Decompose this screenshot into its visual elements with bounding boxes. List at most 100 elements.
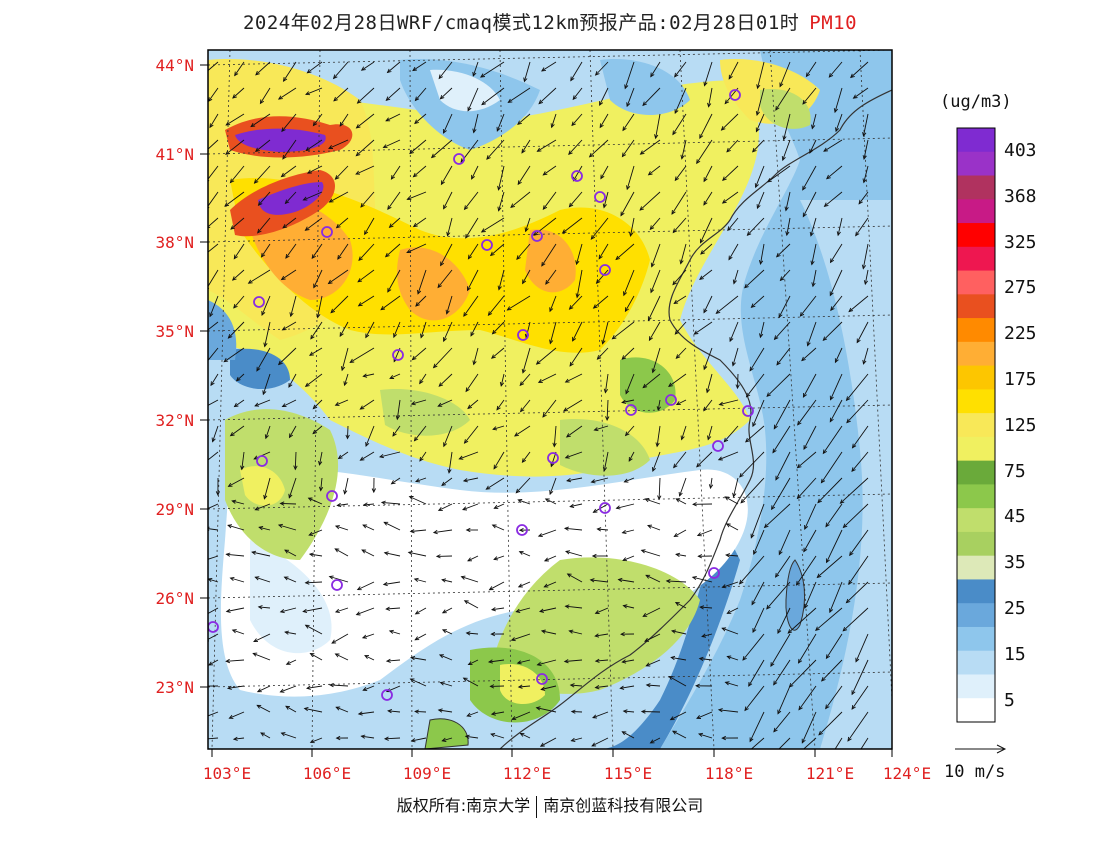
wind-arrow [461, 576, 479, 583]
green-northeast [760, 89, 811, 129]
wind-arrow [280, 502, 297, 505]
wind-arrow [853, 87, 869, 99]
wind-arrow [254, 399, 271, 407]
wind-arrow-head [569, 361, 574, 367]
wind-arrow-head [717, 456, 723, 461]
wind-arrow [464, 425, 479, 444]
wind-arrow [811, 243, 817, 265]
wind-arrow [649, 321, 661, 341]
wind-arrow-head [699, 275, 704, 281]
wind-arrow-head [758, 259, 764, 266]
wind-arrow-head [333, 96, 338, 102]
wind-arrow-head [208, 224, 211, 229]
wind-arrow [356, 607, 375, 616]
wind-arrow-head [539, 742, 545, 747]
wind-arrow-head [755, 111, 760, 117]
wind-arrow [640, 139, 661, 155]
wind-arrow [708, 87, 713, 107]
wind-arrow [549, 321, 557, 344]
wind-arrow-head [592, 508, 598, 513]
wind-arrow-head [799, 312, 805, 317]
wind-arrow [358, 711, 375, 715]
wind-arrow-head [570, 709, 576, 714]
wind-arrow-head [285, 254, 290, 259]
wind-arrow [278, 347, 297, 365]
wind-arrow-head [360, 202, 365, 208]
wind-arrow [727, 655, 739, 661]
colorbar-swatch [957, 223, 995, 248]
wind-arrow [749, 711, 765, 742]
wind-arrow [437, 269, 453, 288]
wind-arrow [337, 243, 349, 260]
wind-arrow [766, 373, 791, 397]
wind-arrow-head [362, 686, 368, 692]
wind-arrow [464, 191, 479, 210]
wind-arrow-head [848, 580, 853, 585]
lon-label: 118°E [704, 764, 754, 783]
colorbar-label: 45 [1004, 506, 1026, 528]
wind-arrow [443, 425, 453, 447]
wind-arrow-head [785, 231, 790, 237]
wind-arrow [710, 477, 713, 489]
wind-arrow-head [571, 121, 576, 127]
colorbar-swatch [957, 698, 995, 723]
wind-arrow-head [487, 659, 493, 664]
wind-arrow-head [232, 94, 237, 99]
wind-arrow [776, 243, 791, 258]
wind-arrow-head [601, 339, 606, 345]
wind-arrow-head [842, 523, 848, 529]
wind-arrow-head [696, 715, 702, 719]
wind-arrow-head [307, 497, 313, 502]
wind-arrow-head [380, 305, 386, 311]
city-marker [517, 329, 529, 341]
lon-label: 115°E [603, 764, 653, 783]
wind-arrow-head [415, 302, 420, 307]
wind-arrow-head [544, 498, 550, 503]
wind-arrow [716, 295, 739, 314]
wind-arrow [518, 499, 531, 505]
wind-arrow [733, 477, 739, 497]
wind-arrow-head [809, 148, 814, 154]
wind-arrow [208, 633, 219, 640]
wind-arrow-head [263, 494, 268, 500]
wind-arrow [817, 477, 843, 503]
green-southeast [490, 557, 700, 694]
wind-arrow [208, 737, 219, 740]
wind-arrow-head [446, 231, 451, 237]
wind-arrow [310, 737, 323, 743]
wind-arrow [740, 477, 765, 504]
wind-arrow [310, 321, 323, 340]
wind-arrow-head [622, 126, 627, 132]
wind-arrow-head [851, 443, 857, 449]
wind-arrow [724, 496, 739, 505]
wind-arrow-head [282, 154, 287, 160]
wind-arrow-head [414, 96, 420, 102]
wind-arrow [746, 373, 765, 398]
city-marker [729, 89, 741, 101]
lon-label: 112°E [502, 764, 552, 783]
wind-arrow [541, 630, 557, 635]
wind-arrow [618, 579, 635, 583]
wind-arrow-head [644, 498, 650, 503]
wind-arrow [849, 529, 869, 556]
wind-arrow-head [811, 124, 816, 130]
wind-arrow-head [602, 466, 608, 472]
wind-arrow [412, 347, 427, 361]
wind-arrow [776, 347, 791, 366]
wind-arrow-head [541, 67, 546, 72]
colorbar-swatch [957, 674, 995, 699]
wind-arrow [363, 503, 375, 506]
wind-arrow-head [254, 147, 260, 153]
wind-arrow [358, 295, 375, 307]
colorbar-swatch [957, 413, 995, 438]
wind-arrow [706, 373, 713, 393]
wind-arrow [493, 451, 505, 469]
wind-arrow [803, 529, 817, 552]
wind-arrow [650, 61, 661, 77]
wind-arrow [569, 347, 583, 367]
wind-arrow-head [304, 624, 310, 629]
wind-arrow [544, 555, 557, 562]
wind-arrow-head [334, 401, 340, 406]
city-marker [571, 170, 583, 182]
wind-arrow-head [725, 523, 731, 528]
